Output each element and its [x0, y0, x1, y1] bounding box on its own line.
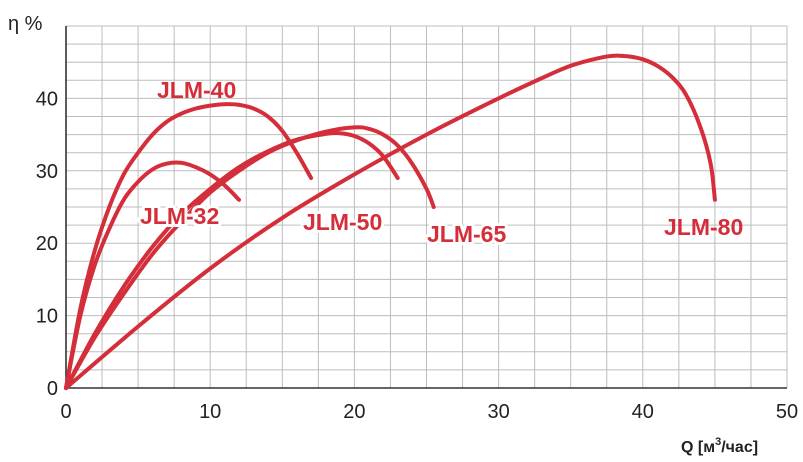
x-tick-label: 50: [776, 401, 798, 423]
curve-jlm-80: [64, 53, 717, 390]
axes: 0 10 20 30 40 50 0 10 20 30 40: [36, 26, 798, 423]
x-tick-label: 10: [199, 401, 221, 423]
x-tick-label: 0: [60, 401, 71, 423]
y-tick-label: 10: [36, 306, 58, 328]
x-axis-label: Q [м3/час]: [681, 436, 758, 456]
x-tick-label: 40: [632, 401, 654, 423]
y-axis-label: η %: [8, 13, 43, 35]
x-axis-label-superscript: 3: [715, 436, 721, 448]
series-label-jlm-80: JLM-80: [664, 214, 743, 240]
efficiency-curves: [64, 53, 717, 390]
curve-jlm-32: [64, 160, 241, 390]
curve-jlm-65: [64, 125, 436, 390]
series-label-jlm-32: JLM-32: [140, 203, 219, 229]
x-tick-label: 20: [343, 401, 365, 423]
x-tick-label: 30: [487, 401, 509, 423]
x-axis-label-prefix: Q [м: [681, 439, 715, 456]
series-label-jlm-65: JLM-65: [427, 221, 506, 247]
y-tick-label: 40: [36, 88, 58, 110]
series-label-jlm-40: JLM-40: [157, 77, 236, 103]
y-tick-label: 30: [36, 161, 58, 183]
x-axis-label-suffix: /час]: [721, 439, 758, 456]
plot-grid: [65, 25, 788, 389]
y-tick-label: 0: [47, 378, 58, 400]
series-label-jlm-50: JLM-50: [303, 209, 382, 235]
y-tick-label: 20: [36, 233, 58, 255]
series-labels: JLM-40 JLM-32 JLM-50 JLM-65 JLM-80: [137, 77, 743, 250]
curve-jlm-40: [64, 102, 314, 390]
